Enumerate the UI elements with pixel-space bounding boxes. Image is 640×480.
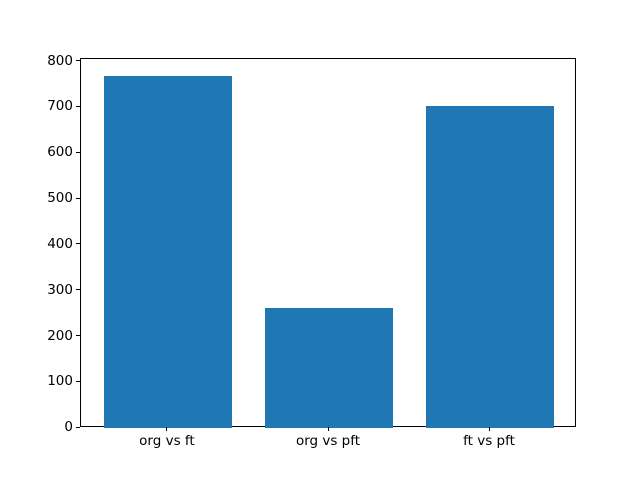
y-tick-mark-200 [76, 335, 80, 337]
y-tick-label-800: 800 [47, 52, 73, 69]
y-tick-label-100: 100 [47, 373, 73, 390]
bar-ft-vs-pft [425, 105, 555, 429]
x-tick-mark-org-vs-ft [166, 427, 168, 432]
y-tick-label-500: 500 [47, 190, 73, 207]
x-tick-label-org-vs-ft: org vs ft [139, 432, 195, 449]
y-tick-label-600: 600 [47, 144, 73, 161]
bar-org-vs-ft [103, 76, 233, 429]
y-tick-label-200: 200 [47, 327, 73, 344]
y-tick-mark-100 [76, 380, 80, 382]
y-tick-mark-500 [76, 197, 80, 199]
y-tick-label-0: 0 [64, 419, 73, 436]
x-tick-mark-ft-vs-pft [488, 427, 490, 432]
x-tick-label-ft-vs-pft: ft vs pft [463, 432, 515, 449]
y-tick-label-300: 300 [47, 281, 73, 298]
bar-org-vs-pft [264, 308, 394, 429]
x-tick-label-org-vs-pft: org vs pft [295, 432, 361, 449]
x-tick-mark-org-vs-pft [327, 427, 329, 432]
y-tick-mark-300 [76, 289, 80, 291]
plot-area [80, 57, 576, 429]
y-tick-label-400: 400 [47, 235, 73, 252]
y-tick-label-700: 700 [47, 98, 73, 115]
y-tick-mark-0 [76, 426, 80, 428]
y-tick-mark-600 [76, 151, 80, 153]
y-tick-mark-400 [76, 243, 80, 245]
y-tick-mark-800 [76, 60, 80, 62]
y-tick-mark-700 [76, 105, 80, 107]
